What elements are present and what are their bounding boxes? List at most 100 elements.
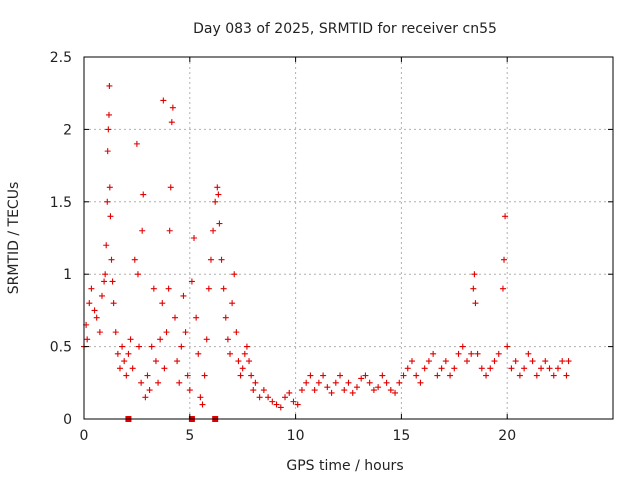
- data-point: [106, 184, 113, 191]
- data-point: [220, 285, 227, 292]
- data-point: [152, 358, 159, 365]
- data-point: [246, 358, 253, 365]
- data-point: [231, 271, 238, 278]
- data-point: [512, 358, 519, 365]
- data-point: [101, 278, 108, 285]
- data-point: [197, 394, 204, 401]
- data-point: [195, 350, 202, 357]
- y-tick-label: 1: [63, 267, 72, 283]
- data-point: [349, 389, 356, 396]
- data-point: [210, 227, 217, 234]
- data-point: [235, 358, 242, 365]
- y-tick-labels: 0 0.5 1 1.5 2 2.5: [50, 50, 72, 428]
- x-tick-label: 20: [498, 428, 516, 444]
- data-point: [250, 387, 257, 394]
- data-point: [146, 387, 153, 394]
- data-point: [495, 350, 502, 357]
- data-point: [160, 97, 167, 104]
- data-point: [182, 329, 189, 336]
- data-point: [324, 384, 331, 391]
- data-point: [459, 343, 466, 350]
- data-point: [110, 300, 117, 307]
- data-point: [86, 300, 93, 307]
- data-point: [294, 401, 301, 408]
- data-point: [404, 365, 411, 372]
- data-point: [375, 384, 382, 391]
- data-point: [529, 358, 536, 365]
- x-tick-label: 10: [287, 428, 305, 444]
- data-point: [116, 365, 123, 372]
- plot-frame: [83, 56, 614, 420]
- y-tick-label: 2.5: [50, 50, 72, 66]
- data-point: [161, 365, 168, 372]
- data-point: [508, 365, 515, 372]
- data-point: [345, 379, 352, 386]
- data-point: [413, 372, 420, 379]
- data-point: [218, 256, 225, 263]
- data-point: [171, 314, 178, 321]
- grid-lines: [84, 57, 613, 419]
- data-point: [109, 278, 116, 285]
- data-point: [166, 227, 173, 234]
- x-axis-title: GPS time / hours: [286, 458, 403, 474]
- data-point: [341, 387, 348, 394]
- data-point: [138, 379, 145, 386]
- data-point: [168, 119, 175, 126]
- data-point: [165, 285, 172, 292]
- data-point: [463, 358, 470, 365]
- data-point: [392, 389, 399, 396]
- data-point: [307, 372, 314, 379]
- x-tick-label: 5: [185, 428, 194, 444]
- data-point: [184, 372, 191, 379]
- data-point: [222, 314, 229, 321]
- data-point: [134, 271, 141, 278]
- data-point: [203, 336, 210, 343]
- data-point: [91, 307, 98, 314]
- data-point: [103, 242, 110, 249]
- data-point: [550, 372, 557, 379]
- data-point: [186, 387, 193, 394]
- data-point: [227, 350, 234, 357]
- data-point: [119, 343, 126, 350]
- data-point: [472, 300, 479, 307]
- data-point: [303, 379, 310, 386]
- data-point: [140, 191, 147, 198]
- axis-ticks: [83, 56, 613, 420]
- data-point: [521, 365, 528, 372]
- data-point: [224, 336, 231, 343]
- data-point: [93, 314, 100, 321]
- data-point: [332, 379, 339, 386]
- data-point: [525, 350, 532, 357]
- data-point: [565, 358, 572, 365]
- data-point: [542, 358, 549, 365]
- data-point: [102, 271, 109, 278]
- data-point: [142, 394, 149, 401]
- data-point: [105, 111, 112, 118]
- data-point: [239, 365, 246, 372]
- data-point: [169, 104, 176, 111]
- data-point: [538, 365, 545, 372]
- y-tick-label: 0: [63, 412, 72, 428]
- data-point: [358, 375, 365, 382]
- data-point: [425, 358, 432, 365]
- data-point: [207, 256, 214, 263]
- data-point: [148, 343, 155, 350]
- y-tick-label: 2: [63, 122, 72, 138]
- data-point: [216, 220, 223, 227]
- data-point: [139, 227, 146, 234]
- data-point: [337, 372, 344, 379]
- data-point: [474, 350, 481, 357]
- y-axis-title: SRMTID / TECUs: [6, 182, 22, 295]
- data-point: [282, 394, 289, 401]
- data-point: [260, 387, 267, 394]
- data-point: [256, 394, 263, 401]
- data-point: [478, 365, 485, 372]
- data-point: [379, 372, 386, 379]
- data-point: [417, 379, 424, 386]
- data-point: [273, 401, 280, 408]
- data-point: [104, 198, 111, 205]
- x-tick-label: 15: [392, 428, 410, 444]
- data-point: [144, 372, 151, 379]
- chart-title: Day 083 of 2025, SRMTID for receiver cn5…: [193, 21, 497, 37]
- data-point: [167, 184, 174, 191]
